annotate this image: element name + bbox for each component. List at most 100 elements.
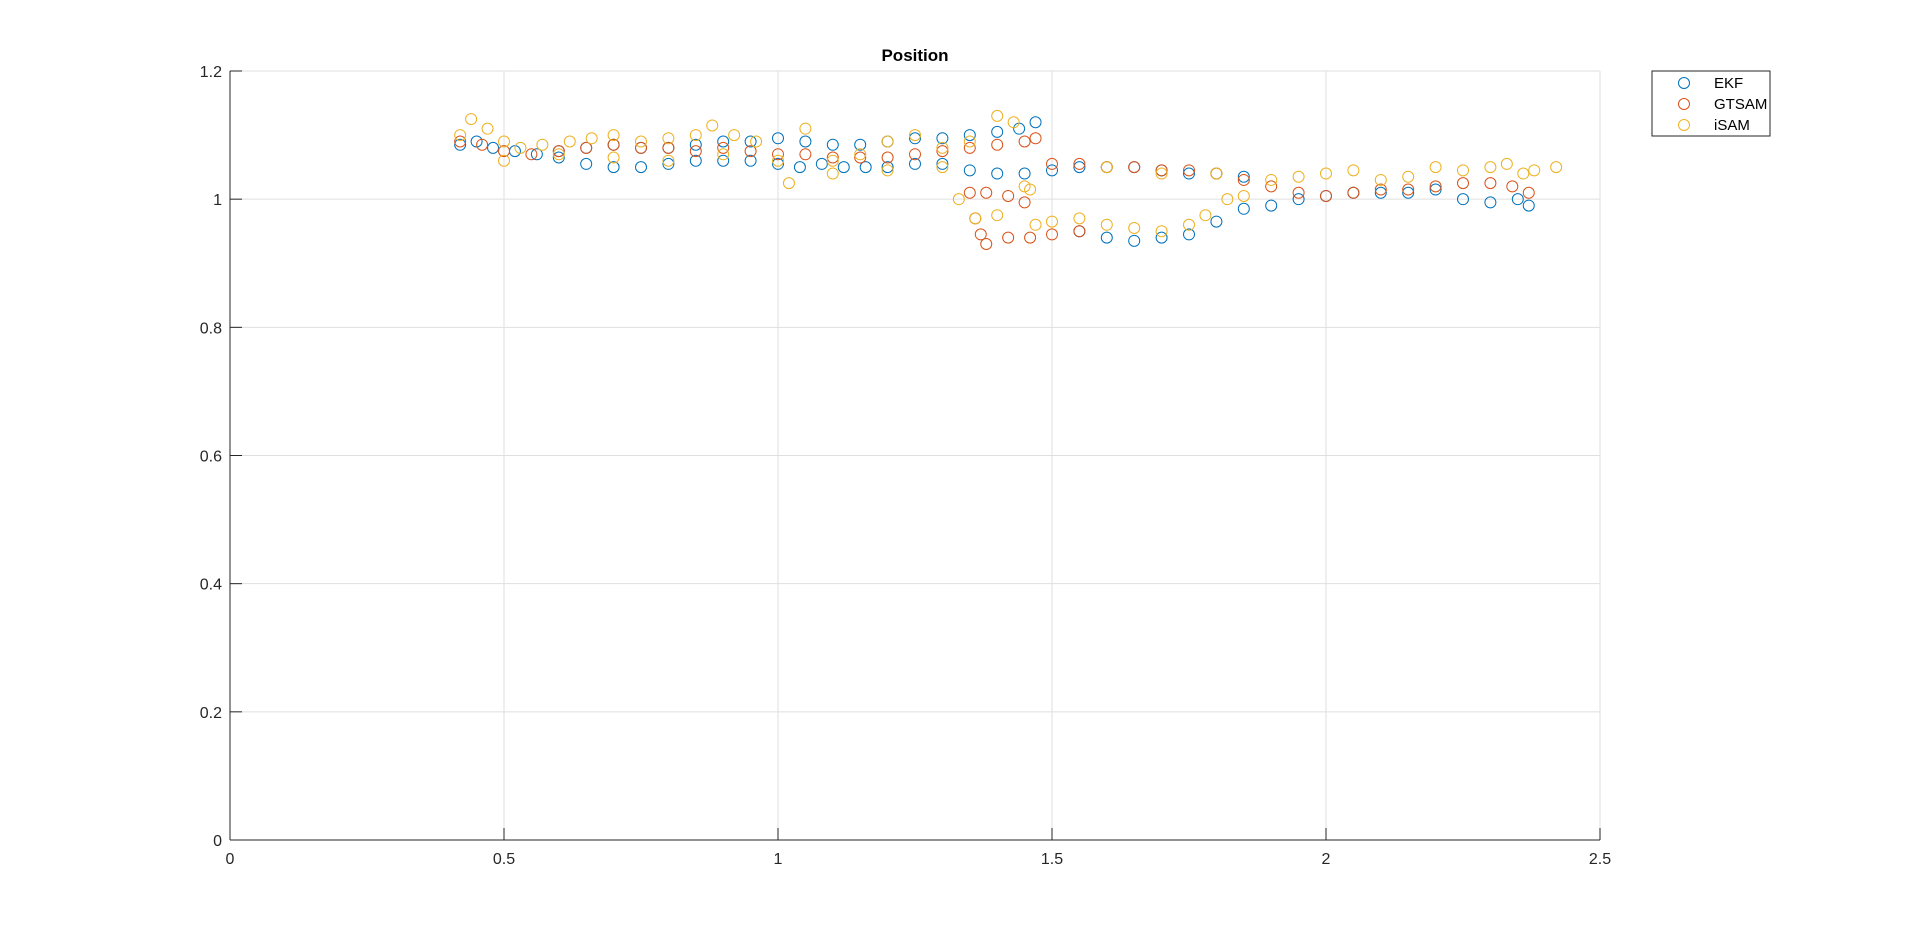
data-point-isam [1007, 116, 1020, 129]
data-point-ekf [1484, 196, 1497, 209]
data-point-gtsam [854, 151, 867, 164]
y-tick-label: 0 [213, 833, 222, 850]
data-point-ekf [815, 157, 828, 170]
data-point-gtsam [580, 141, 593, 154]
data-point-ekf [854, 138, 867, 151]
data-point-ekf [1511, 193, 1524, 206]
data-point-isam [1550, 161, 1563, 174]
data-point-ekf [1374, 186, 1387, 199]
data-point-isam [1292, 170, 1305, 183]
data-point-isam [1429, 161, 1442, 174]
data-point-gtsam [1484, 177, 1497, 190]
data-point-gtsam [826, 151, 839, 164]
data-point-gtsam [1347, 186, 1360, 199]
legend: EKF GTSAM iSAM [1651, 70, 1771, 137]
data-point-gtsam [1429, 180, 1442, 193]
data-point-ekf [1029, 116, 1042, 129]
data-point-gtsam [980, 186, 993, 199]
data-point-ekf [963, 129, 976, 142]
data-point-isam [1320, 167, 1332, 180]
data-point-isam [854, 148, 867, 161]
data-point-isam [481, 122, 494, 135]
y-tick-label: 1.2 [200, 64, 222, 81]
series-gtsam [454, 132, 1535, 251]
data-point-isam [1100, 218, 1113, 231]
data-point-ekf [963, 164, 976, 177]
data-point-gtsam [689, 145, 702, 158]
data-point-ekf [991, 125, 1004, 138]
data-point-gtsam [909, 148, 921, 161]
data-point-ekf [717, 154, 730, 167]
data-point-gtsam [1522, 186, 1535, 199]
data-point-isam [1517, 167, 1530, 180]
data-point-gtsam [1018, 135, 1031, 148]
data-point-ekf [991, 167, 1004, 180]
series-isam [454, 109, 1563, 238]
data-point-ekf [1046, 164, 1058, 177]
data-point-ekf [662, 157, 675, 170]
y-tick-label: 0.8 [200, 320, 222, 337]
data-point-gtsam [963, 186, 976, 199]
data-point-gtsam [991, 138, 1004, 151]
grid-lines [229, 70, 1601, 841]
data-point-ekf [909, 132, 921, 145]
data-point-gtsam [772, 148, 784, 161]
data-point-ekf [530, 148, 543, 161]
data-point-ekf [793, 161, 806, 174]
data-point-gtsam [454, 135, 467, 148]
data-point-isam [607, 151, 620, 164]
data-point-ekf [1210, 215, 1223, 228]
y-tick-label: 0.6 [200, 449, 222, 466]
data-point-isam [1210, 167, 1223, 180]
data-point-ekf [635, 161, 647, 174]
data-point-ekf [936, 157, 949, 170]
data-point-ekf [859, 161, 872, 174]
data-point-isam [689, 129, 702, 142]
legend-marker-isam [1678, 119, 1690, 131]
data-point-isam [1265, 173, 1278, 186]
data-point-ekf [744, 154, 757, 167]
data-point-isam [991, 109, 1004, 122]
data-point-gtsam [1073, 225, 1086, 238]
data-point-ekf [837, 161, 850, 174]
data-point-gtsam [1183, 164, 1195, 177]
data-point-isam [465, 113, 478, 126]
data-point-isam [706, 119, 719, 132]
data-point-gtsam [1292, 186, 1305, 199]
data-point-gtsam [1320, 189, 1332, 202]
data-point-isam [969, 212, 982, 225]
data-point-isam [952, 193, 965, 206]
data-point-gtsam [1029, 132, 1042, 145]
x-tick-label: 2 [1322, 851, 1331, 868]
data-point-isam [1155, 167, 1168, 180]
data-point-gtsam [1002, 189, 1015, 202]
data-point-ekf [1402, 186, 1415, 199]
data-point-ekf [772, 132, 784, 145]
y-tick-label: 0.4 [200, 577, 222, 594]
data-point-isam [536, 138, 549, 151]
data-point-gtsam [1073, 157, 1086, 170]
data-point-ekf [1292, 193, 1305, 206]
data-point-gtsam [1046, 228, 1058, 241]
data-point-isam [1029, 218, 1042, 231]
data-point-ekf [1155, 231, 1168, 244]
data-point-gtsam [974, 228, 987, 241]
data-point-isam [498, 135, 510, 148]
data-point-ekf [454, 138, 467, 151]
data-point-ekf [1018, 167, 1031, 180]
data-point-gtsam [662, 141, 675, 154]
data-point-isam [826, 154, 839, 167]
data-point-gtsam [881, 151, 894, 164]
data-point-gtsam [1374, 183, 1387, 196]
data-point-isam [1221, 193, 1234, 206]
data-point-isam [1128, 222, 1141, 235]
data-point-ekf [1429, 183, 1442, 196]
data-point-ekf [1128, 234, 1141, 247]
data-point-isam [1500, 157, 1513, 170]
legend-marker-ekf [1678, 77, 1690, 89]
data-point-isam [552, 148, 565, 161]
x-tick-label: 0.5 [493, 851, 515, 868]
data-point-isam [1024, 183, 1037, 196]
axes: 0 0.5 1 1.5 2 2.5 0 0.2 0.4 0.6 0.8 1 1.2 [200, 64, 1611, 868]
data-point-isam [1046, 215, 1058, 228]
